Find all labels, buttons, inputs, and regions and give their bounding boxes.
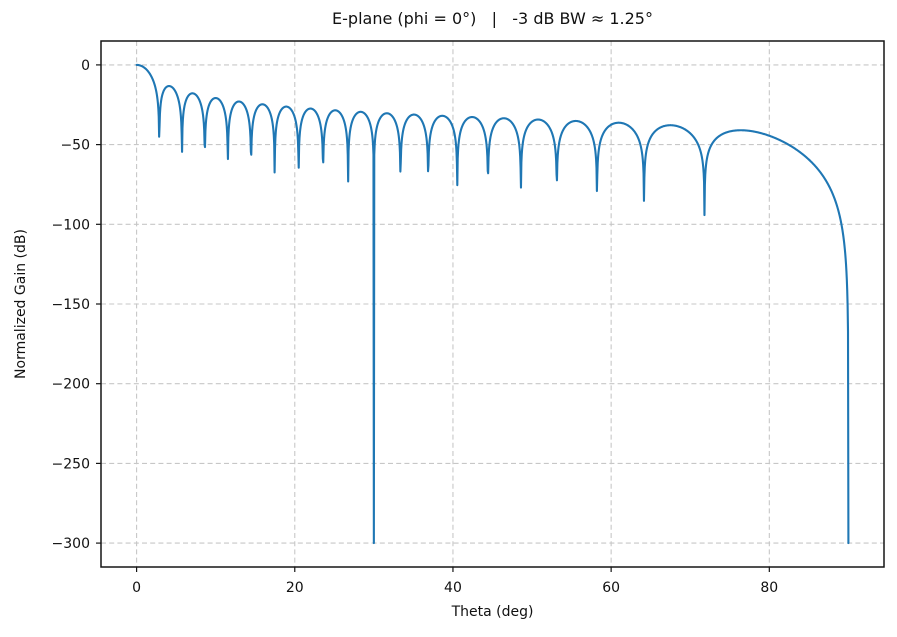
y-tick-label: −150 <box>52 297 90 313</box>
gain-curve <box>135 63 850 545</box>
ticks: 0 20 40 60 80 0 −50 −100 −150 −200 −250 −300 <box>52 58 779 596</box>
grid <box>101 41 884 567</box>
y-tick-label: −200 <box>52 377 90 393</box>
x-tick-label: 40 <box>444 580 462 596</box>
chart-title: E-plane (phi = 0°) | -3 dB BW ≈ 1.25° <box>332 9 653 28</box>
y-tick-label: −100 <box>52 217 90 233</box>
y-tick-label: 0 <box>81 58 90 74</box>
x-tick-label: 0 <box>132 580 141 596</box>
y-tick-label: −50 <box>60 138 90 154</box>
y-tick-label: −300 <box>52 536 90 552</box>
x-tick-label: 80 <box>760 580 778 596</box>
y-axis-label: Normalized Gain (dB) <box>13 229 29 379</box>
axes-spines <box>100 40 885 568</box>
x-tick-label: 60 <box>602 580 620 596</box>
x-axis-label: Theta (deg) <box>451 604 534 620</box>
y-tick-label: −250 <box>52 456 90 472</box>
x-tick-label: 20 <box>286 580 304 596</box>
